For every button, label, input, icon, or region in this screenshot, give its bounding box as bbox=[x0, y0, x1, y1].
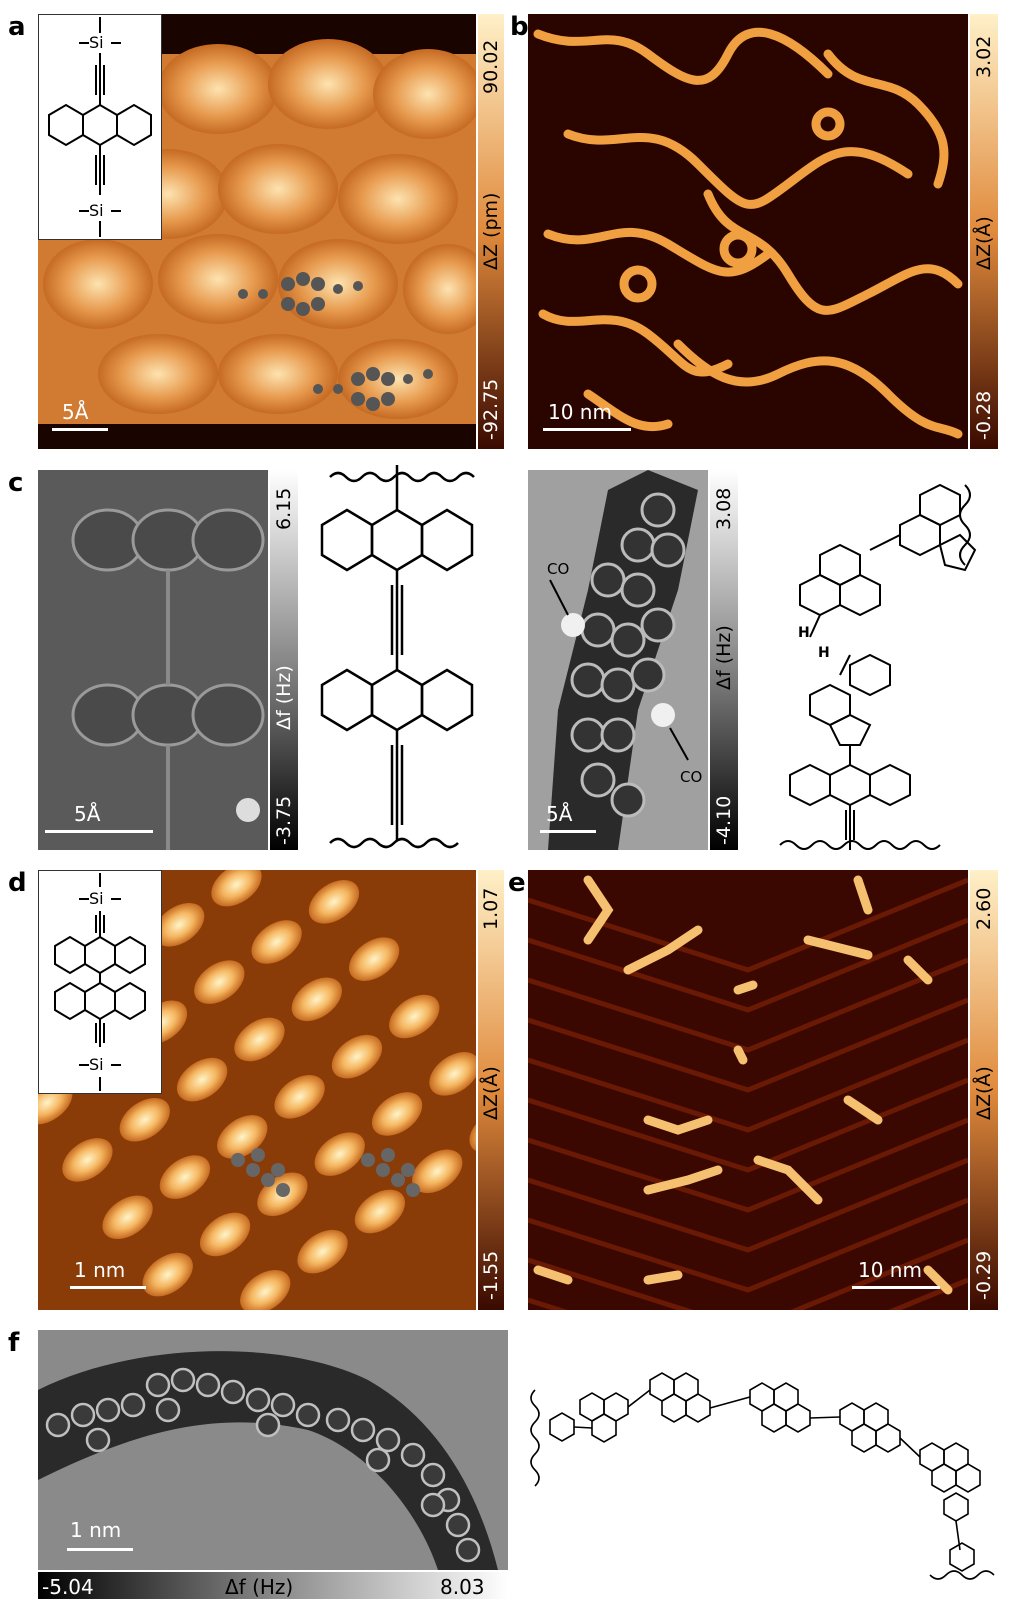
scale-bar-a bbox=[52, 428, 108, 431]
colorbar-b bbox=[970, 14, 998, 449]
panel-label-f: f bbox=[8, 1328, 20, 1358]
colorbar-f bbox=[38, 1572, 508, 1599]
scale-bar-label-b: 10 nm bbox=[548, 400, 612, 424]
colorbar-min-a: -92.75 bbox=[480, 378, 502, 440]
colorbar-max-b: 3.02 bbox=[973, 35, 995, 78]
scale-bar-label-c2: 5Å bbox=[546, 802, 573, 826]
scale-bar-e bbox=[852, 1286, 940, 1289]
structure-inset-d: Si Si bbox=[38, 870, 162, 1094]
colorbar-a bbox=[478, 14, 504, 449]
scale-bar-c bbox=[45, 830, 153, 833]
colorbar-unit-d: ΔZ(Å) bbox=[480, 1066, 502, 1120]
colorbar-min-d: -1.55 bbox=[480, 1250, 502, 1300]
structure-drawing-c2: H H bbox=[770, 465, 990, 855]
colorbar-c bbox=[270, 470, 298, 850]
scale-bar-label-e: 10 nm bbox=[858, 1258, 922, 1282]
stm-image-a bbox=[38, 14, 476, 449]
colorbar-max-d: 1.07 bbox=[480, 887, 502, 930]
colorbar-unit-a: ΔZ (pm) bbox=[480, 192, 502, 270]
co-label-1: CO bbox=[547, 560, 570, 578]
si-label-bottom: Si bbox=[89, 201, 104, 220]
afm-image-f bbox=[38, 1330, 508, 1570]
colorbar-unit-e: ΔZ(Å) bbox=[973, 1066, 995, 1120]
panel-label-b: b bbox=[510, 12, 529, 42]
panel-label-d: d bbox=[8, 868, 27, 898]
si-label-top-d: Si bbox=[89, 889, 104, 908]
colorbar-min-e: -0.29 bbox=[973, 1250, 995, 1300]
colorbar-unit-b: ΔZ(Å) bbox=[973, 216, 995, 270]
colorbar-min-c2: -4.10 bbox=[713, 795, 735, 845]
scale-bar-f bbox=[67, 1548, 133, 1551]
scale-bar-label-c: 5Å bbox=[74, 802, 101, 826]
structure-drawing-f bbox=[520, 1340, 1010, 1590]
afm-image-c bbox=[38, 470, 268, 850]
scale-bar-d bbox=[70, 1286, 146, 1289]
colorbar-max-c2: 3.08 bbox=[713, 487, 735, 530]
panel-label-a: a bbox=[8, 12, 26, 42]
scale-bar-label-f: 1 nm bbox=[70, 1518, 122, 1542]
panel-label-c: c bbox=[8, 468, 24, 498]
si-label-top: Si bbox=[89, 33, 104, 52]
colorbar-unit-c: Δf (Hz) bbox=[273, 665, 295, 730]
stm-image-e bbox=[528, 870, 968, 1310]
scale-bar-b bbox=[543, 428, 631, 431]
structure-inset-a: Si Si bbox=[38, 14, 162, 240]
colorbar-max-c: 6.15 bbox=[273, 487, 295, 530]
h-label-1: H bbox=[798, 625, 810, 641]
structure-drawing-c bbox=[300, 465, 500, 855]
colorbar-min-f: -5.04 bbox=[42, 1575, 94, 1599]
colorbar-c2 bbox=[710, 470, 738, 850]
colorbar-d bbox=[478, 870, 504, 1310]
colorbar-max-e: 2.60 bbox=[973, 887, 995, 930]
afm-image-c2 bbox=[528, 470, 708, 850]
colorbar-min-c: -3.75 bbox=[273, 795, 295, 845]
scale-bar-label-a: 5Å bbox=[62, 400, 89, 424]
si-label-bottom-d: Si bbox=[89, 1055, 104, 1074]
colorbar-unit-f: Δf (Hz) bbox=[225, 1575, 294, 1599]
colorbar-unit-c2: Δf (Hz) bbox=[713, 625, 735, 690]
panel-label-e: e bbox=[508, 868, 526, 898]
colorbar-e bbox=[970, 870, 998, 1310]
co-label-2: CO bbox=[680, 768, 703, 786]
stm-image-b bbox=[528, 14, 968, 449]
scale-bar-c2 bbox=[540, 830, 596, 833]
h-label-2: H bbox=[818, 645, 830, 661]
colorbar-min-b: -0.28 bbox=[973, 390, 995, 440]
colorbar-max-f: 8.03 bbox=[440, 1575, 485, 1599]
scale-bar-label-d: 1 nm bbox=[74, 1258, 126, 1282]
colorbar-max-a: 90.02 bbox=[480, 39, 502, 94]
